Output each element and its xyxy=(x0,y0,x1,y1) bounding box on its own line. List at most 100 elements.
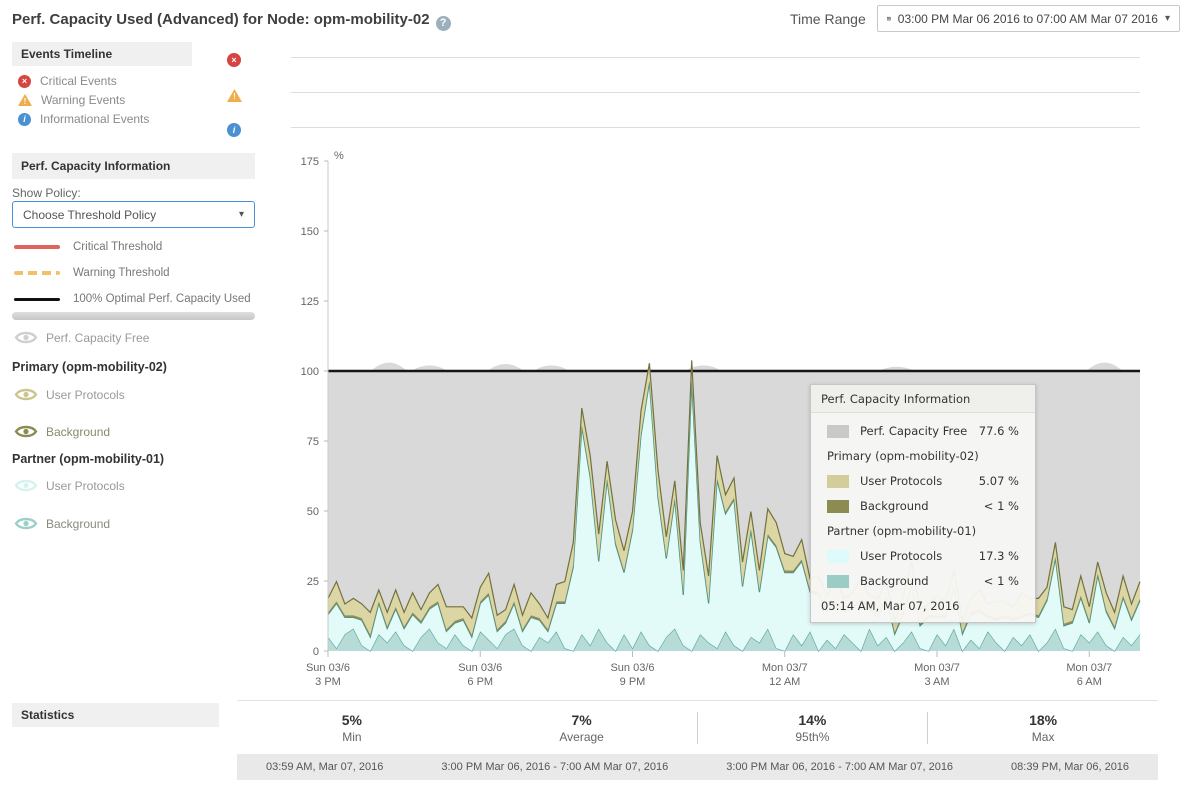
info-event-icon: i xyxy=(18,112,31,126)
free-swatch xyxy=(827,424,849,438)
partner-bg-swatch xyxy=(827,574,849,588)
svg-text:150: 150 xyxy=(301,226,319,238)
stat-average-timestamp: 3:00 PM Mar 06, 2016 - 7:00 AM Mar 07, 2… xyxy=(441,761,669,773)
threshold-policy-value: Choose Threshold Policy xyxy=(23,207,157,222)
series-label: User Protocols xyxy=(46,387,125,402)
svg-text:125: 125 xyxy=(301,296,319,308)
stat-min-value: 5% xyxy=(341,711,362,728)
primary-user-swatch xyxy=(827,474,849,488)
stat-95th: 14% 95th% xyxy=(696,711,928,744)
tooltip-row-free: Perf. Capacity Free 77.6 % xyxy=(827,424,1019,438)
tooltip-label: Background xyxy=(860,499,929,513)
primary-bg-swatch xyxy=(827,499,849,513)
partner-node-header: Partner (opm-mobility-01) xyxy=(12,452,165,466)
tooltip-row-partner-user: User Protocols 17.3 % xyxy=(827,549,1019,563)
critical-event-icon: × xyxy=(18,74,31,88)
time-range-value: 03:00 PM Mar 06 2016 to 07:00 AM Mar 07 … xyxy=(897,11,1158,26)
informational-events-label: Informational Events xyxy=(40,112,150,126)
time-range-selector[interactable]: 03:00 PM Mar 06 2016 to 07:00 AM Mar 07 … xyxy=(877,5,1180,32)
optimal-threshold-label: 100% Optimal Perf. Capacity Used xyxy=(73,293,251,305)
page-title-text: Perf. Capacity Used (Advanced) for Node:… xyxy=(12,11,430,28)
svg-text:6 PM: 6 PM xyxy=(467,676,493,688)
svg-text:12 AM: 12 AM xyxy=(769,676,800,688)
eye-icon xyxy=(14,331,38,344)
chart-tooltip: Perf. Capacity Information Perf. Capacit… xyxy=(810,384,1036,623)
eye-icon xyxy=(14,517,38,530)
legend-scrollbar[interactable] xyxy=(12,312,255,320)
svg-text:9 PM: 9 PM xyxy=(620,676,646,688)
threshold-policy-dropdown[interactable]: Choose Threshold Policy ▾ xyxy=(12,201,255,228)
stat-max-timestamp: 08:39 PM, Mar 06, 2016 xyxy=(1011,761,1130,773)
series-toggle-primary-background[interactable]: Background xyxy=(14,424,110,439)
warning-threshold-line-icon xyxy=(14,271,60,275)
tooltip-primary-header: Primary (opm-mobility-02) xyxy=(827,449,979,463)
stat-average: 7% Average xyxy=(467,712,697,744)
svg-text:Sun 03/6: Sun 03/6 xyxy=(610,662,654,674)
stat-average-value: 7% xyxy=(571,711,592,728)
series-toggle-perf-capacity-free[interactable]: Perf. Capacity Free xyxy=(14,330,149,345)
tooltip-row-primary-user: User Protocols 5.07 % xyxy=(827,474,1019,488)
chevron-down-icon: ▾ xyxy=(238,209,244,220)
statistics-timestamps-row: 03:59 AM, Mar 07, 2016 3:00 PM Mar 06, 2… xyxy=(237,754,1158,780)
page-title: Perf. Capacity Used (Advanced) for Node:… xyxy=(12,11,451,31)
statistics-values-row: 5% Min 7% Average 14% 95th% 18% Max xyxy=(237,701,1158,754)
svg-text:50: 50 xyxy=(307,506,319,518)
stat-min-label: Min xyxy=(342,729,362,744)
svg-text:25: 25 xyxy=(307,576,319,588)
statistics-panel: 5% Min 7% Average 14% 95th% 18% Max 03:5… xyxy=(237,700,1158,780)
svg-text:Mon 03/7: Mon 03/7 xyxy=(1066,662,1112,674)
stat-95th-value: 14% xyxy=(798,711,827,728)
legend-warning-events: ! Warning Events xyxy=(18,93,125,107)
series-toggle-partner-background[interactable]: Background xyxy=(14,516,110,531)
tooltip-row-primary-bg: Background < 1 % xyxy=(827,499,1019,513)
tooltip-timestamp: 05:14 AM, Mar 07, 2016 xyxy=(821,599,960,613)
tooltip-value: < 1 % xyxy=(983,574,1019,588)
series-toggle-primary-user-protocols[interactable]: User Protocols xyxy=(14,387,125,402)
svg-text:3 AM: 3 AM xyxy=(924,676,949,688)
stat-max-label: Max xyxy=(1031,729,1055,744)
warning-events-lane xyxy=(291,92,1140,93)
warning-event-icon: ! xyxy=(18,94,32,106)
tooltip-row-partner-bg: Background < 1 % xyxy=(827,574,1019,588)
legend-critical-threshold: Critical Threshold xyxy=(14,241,162,253)
stat-95th-label: 95th% xyxy=(795,729,830,744)
events-timeline-header: Events Timeline xyxy=(12,42,192,66)
chevron-down-icon: ▾ xyxy=(1164,13,1170,24)
series-label: Background xyxy=(46,424,111,439)
svg-text:175: 175 xyxy=(301,156,319,168)
partner-user-swatch xyxy=(827,549,849,563)
stat-95th-timestamp: 3:00 PM Mar 06, 2016 - 7:00 AM Mar 07, 2… xyxy=(726,761,954,773)
stat-min-timestamp: 03:59 AM, Mar 07, 2016 xyxy=(265,761,384,773)
svg-text:Mon 03/7: Mon 03/7 xyxy=(914,662,960,674)
svg-text:3 PM: 3 PM xyxy=(315,676,341,688)
perf-capacity-chart: 0 25 50 75 100 125 150 175 % Sun 03/6 3 PM Sun 03/6… xyxy=(301,150,1141,688)
tooltip-value: 17.3 % xyxy=(978,549,1019,563)
series-label: Background xyxy=(46,516,111,531)
svg-text:%: % xyxy=(334,150,344,162)
eye-icon xyxy=(14,388,38,401)
legend-informational-events: i Informational Events xyxy=(18,112,149,126)
svg-text:100: 100 xyxy=(301,366,319,378)
warning-threshold-label: Warning Threshold xyxy=(73,267,170,279)
critical-events-lane xyxy=(291,57,1140,58)
legend-critical-events: × Critical Events xyxy=(18,74,117,88)
series-toggle-partner-user-protocols[interactable]: User Protocols xyxy=(14,478,125,493)
optimal-line-icon xyxy=(14,297,60,301)
stat-max: 18% Max xyxy=(927,711,1158,744)
tooltip-label: Background xyxy=(860,574,929,588)
eye-icon xyxy=(14,479,38,492)
legend-warning-threshold: Warning Threshold xyxy=(14,267,170,279)
critical-events-label: Critical Events xyxy=(40,74,117,88)
eye-icon xyxy=(14,425,38,438)
stat-max-value: 18% xyxy=(1029,711,1058,728)
tooltip-value: 77.6 % xyxy=(978,424,1019,438)
svg-text:Mon 03/7: Mon 03/7 xyxy=(762,662,808,674)
tooltip-value: 5.07 % xyxy=(978,474,1019,488)
critical-threshold-line-icon xyxy=(14,245,60,249)
tooltip-partner-header: Partner (opm-mobility-01) xyxy=(827,524,977,538)
show-policy-label: Show Policy: xyxy=(12,186,81,200)
tooltip-label: Perf. Capacity Free xyxy=(860,424,968,438)
svg-text:Sun 03/6: Sun 03/6 xyxy=(306,662,350,674)
help-icon[interactable]: ? xyxy=(435,16,451,31)
